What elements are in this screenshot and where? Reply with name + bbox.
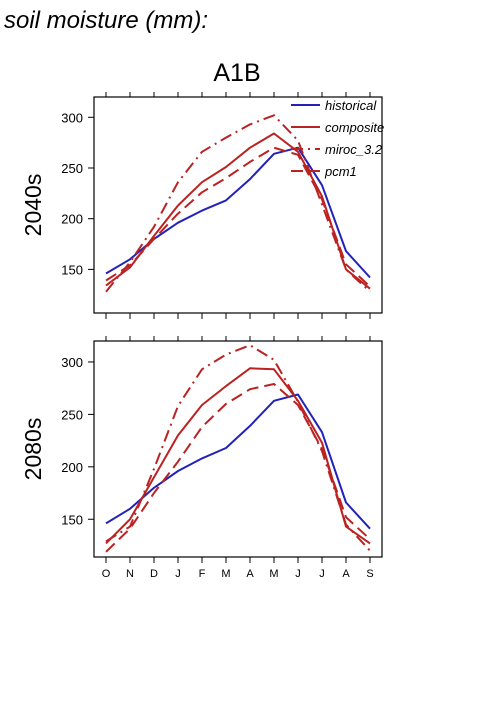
series-line-historical xyxy=(105,393,371,530)
panel-2040s: 150 200 250 300 2040s historical composite miro… xyxy=(20,92,384,319)
legend-label: pcm1 xyxy=(324,164,357,179)
scenario-title: A1B xyxy=(213,59,260,87)
x-tick-label: A xyxy=(246,568,254,580)
series-line-composite xyxy=(105,132,371,290)
x-tick-label: M xyxy=(221,568,230,580)
row-label: 2040s xyxy=(20,174,46,237)
x-tick-label: D xyxy=(150,568,158,580)
y-tick-label: 250 xyxy=(61,161,83,176)
plot-frame xyxy=(93,96,383,314)
y-tick-label: 200 xyxy=(61,460,83,475)
x-tick-label: J xyxy=(175,568,181,580)
figure-title: soil moisture (mm): xyxy=(4,7,208,34)
plot-frame xyxy=(93,340,383,558)
x-tick-label: A xyxy=(342,568,350,580)
panel-2080s: 150 200 250 300 O N D J F M A M J J A S 2080s xyxy=(20,336,383,580)
y-tick-label: 300 xyxy=(61,355,83,370)
x-tick-label: F xyxy=(199,568,206,580)
x-tick-label: J xyxy=(319,568,325,580)
legend-label: miroc_3.2 xyxy=(325,142,383,157)
y-tick-label: 250 xyxy=(61,407,83,422)
x-tick-label: S xyxy=(366,568,373,580)
x-tick-label: J xyxy=(295,568,301,580)
legend-label: historical xyxy=(325,98,377,113)
x-tick-label: N xyxy=(126,568,134,580)
y-tick-label: 150 xyxy=(61,512,83,527)
series-line-miroc-3-2 xyxy=(105,114,371,293)
legend-label: composite xyxy=(325,120,384,135)
y-tick-label: 300 xyxy=(61,110,83,125)
x-tick-label: O xyxy=(102,568,111,580)
y-tick-label: 150 xyxy=(61,262,83,277)
series-line-miroc-3-2 xyxy=(105,344,371,552)
row-label: 2080s xyxy=(20,418,46,481)
y-tick-label: 200 xyxy=(61,212,83,227)
x-tick-label: M xyxy=(269,568,278,580)
series-line-pcm1 xyxy=(105,383,371,553)
series-line-pcm1 xyxy=(105,146,371,288)
series-line-composite xyxy=(105,367,371,545)
